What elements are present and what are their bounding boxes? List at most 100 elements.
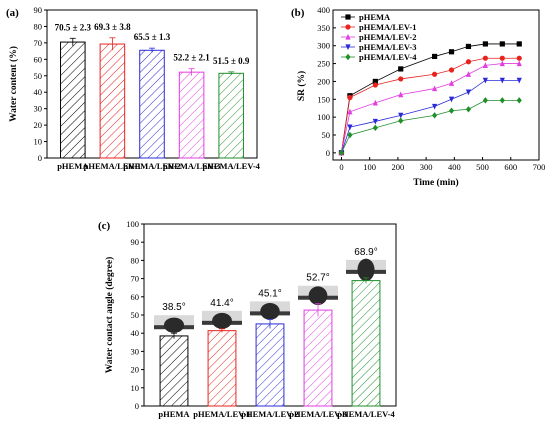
water-droplet — [163, 317, 185, 333]
data-point — [482, 55, 488, 61]
panel-b-plot-area — [332, 9, 540, 161]
x-tick-label: 400 — [448, 162, 461, 172]
legend-entry: pHEMA/LEV-1 — [359, 22, 416, 32]
data-point — [347, 124, 353, 131]
data-point — [499, 77, 505, 84]
x-tick-label: pHEMA/LEV-3 — [289, 409, 346, 419]
panel-b-x-axis: 0 100 200 300 400 500 600 700 — [339, 157, 545, 172]
data-point — [372, 78, 378, 85]
x-tick-label: pHEMA/LEV-3 — [163, 161, 220, 171]
panel-b-series — [338, 41, 522, 157]
y-tick-label: 250 — [317, 59, 330, 69]
series-line — [341, 99, 520, 154]
y-tick-label: 300 — [317, 41, 330, 51]
panel-c-y-axis-label: Water contact angle (degree) — [104, 257, 115, 374]
y-tick-label: 50 — [322, 130, 331, 140]
data-point — [372, 124, 378, 132]
data-point — [398, 117, 404, 124]
x-tick-label: pHEMA — [57, 161, 89, 171]
y-tick-label: 100 — [126, 219, 139, 229]
bar — [139, 49, 165, 159]
y-tick-label: 200 — [317, 76, 330, 86]
data-point — [345, 14, 351, 20]
y-tick-label: 10 — [131, 383, 140, 393]
data-point — [345, 33, 351, 40]
x-tick-label: pHEMA/LEV-2 — [123, 161, 180, 171]
y-tick-label: 20 — [131, 365, 140, 375]
data-point — [398, 66, 404, 72]
data-point — [516, 97, 522, 104]
data-label: 52.2 ± 2.1 — [173, 53, 210, 63]
data-point — [465, 106, 472, 113]
bar — [159, 335, 189, 407]
series-line — [341, 63, 520, 153]
panel-b: (b) 0 50 100 150 200 250 300 350 400 0 100 200 300 4… — [291, 5, 545, 188]
data-point — [448, 80, 455, 86]
panel-a: (a) 0 10 20 30 40 50 60 70 80 90 Water content (%… — [6, 5, 261, 171]
panel-c-droplet-images: 38.5° 41.4° 45.1° 52.7° 68.9° — [154, 247, 386, 333]
y-tick-label: 80 — [34, 21, 43, 31]
data-point — [465, 71, 472, 77]
data-point — [448, 96, 455, 103]
data-point — [398, 76, 404, 82]
data-point — [482, 62, 488, 68]
y-tick-label: 40 — [131, 328, 140, 338]
panel-b-y-axis: 0 50 100 150 200 250 300 350 400 — [317, 5, 336, 158]
bar — [255, 323, 285, 407]
data-point — [448, 107, 455, 114]
data-point — [516, 60, 522, 67]
x-tick-label: pHEMA/LEV-1 — [193, 409, 250, 419]
panel-a-y-axis-label: Water content (%) — [8, 46, 19, 122]
data-point — [465, 59, 472, 65]
y-tick-label: 90 — [34, 5, 43, 15]
data-label: 70.5 ± 2.3 — [55, 22, 92, 32]
data-point — [338, 149, 345, 157]
x-tick-label: 500 — [476, 162, 489, 172]
series-line — [341, 79, 520, 153]
data-point — [347, 94, 353, 101]
y-tick-label: 80 — [131, 255, 140, 265]
legend-entry: pHEMA/LEV-2 — [359, 32, 416, 42]
contact-angle-label: 38.5° — [162, 302, 185, 313]
x-tick-label: pHEMA — [158, 409, 190, 419]
y-tick-label: 0 — [38, 153, 42, 163]
panel-a-bars: 70.5 ± 2.3 69.3 ± 3.865.5 ± 1.3 52.2 ± 2.1… — [55, 22, 250, 159]
x-tick-label: 200 — [392, 162, 405, 172]
data-point — [499, 55, 505, 61]
contact-angle-label: 68.9° — [354, 247, 377, 258]
water-droplet — [357, 258, 375, 282]
x-tick-label: 100 — [363, 162, 376, 172]
bar — [207, 330, 237, 407]
panel-a-x-axis: pHEMApHEMA/LEV-1pHEMA/LEV-2pHEMA/LEV-3pH… — [57, 161, 260, 171]
bar — [351, 280, 381, 407]
y-tick-label: 20 — [34, 120, 43, 130]
panel-c-y-axis: 0 10 20 30 40 50 60 70 80 90 100 — [126, 219, 144, 411]
panel-c: (c) 0 10 20 30 40 50 60 70 80 90 100 Water contact… — [98, 219, 397, 419]
y-tick-label: 150 — [317, 94, 330, 104]
data-point — [398, 112, 404, 119]
data-point — [431, 53, 438, 60]
y-tick-label: 70 — [131, 274, 140, 284]
legend-entry: pHEMA — [359, 12, 391, 22]
x-tick-label: pHEMA/LEV-4 — [202, 161, 260, 171]
data-label: 65.5 ± 1.3 — [134, 32, 171, 42]
y-tick-label: 40 — [34, 87, 43, 97]
water-droplet — [212, 312, 232, 329]
y-tick-label: 90 — [131, 237, 140, 247]
data-point — [465, 89, 472, 96]
panel-a-y-axis: 0 10 20 30 40 50 60 70 80 90 — [34, 5, 47, 163]
data-point — [482, 77, 488, 84]
y-tick-label: 70 — [34, 38, 43, 48]
data-point — [499, 41, 505, 47]
data-point — [345, 53, 351, 61]
x-tick-label: pHEMA/LEV-1 — [84, 161, 141, 171]
panel-c-label: (c) — [98, 220, 111, 232]
y-tick-label: 50 — [34, 71, 43, 81]
data-point — [431, 112, 438, 119]
x-tick-label: pHEMA/LEV-4 — [337, 409, 395, 419]
legend-entry: pHEMA/LEV-4 — [359, 52, 417, 62]
water-droplet — [308, 286, 328, 306]
data-point — [347, 131, 353, 139]
y-tick-label: 400 — [317, 5, 330, 15]
data-point — [431, 71, 438, 77]
